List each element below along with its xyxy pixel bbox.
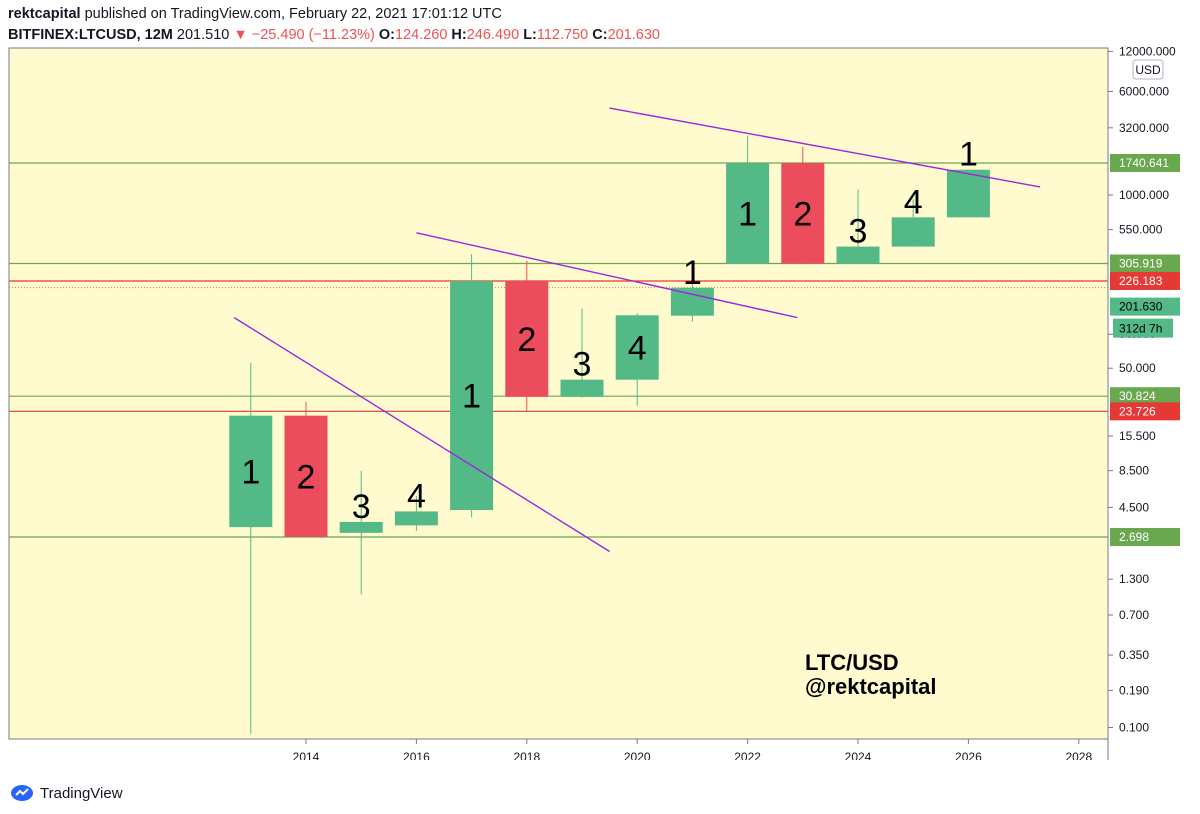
candle-body-7[interactable] (615, 315, 659, 380)
candle-body-1[interactable] (284, 415, 328, 537)
timeaxis-background (9, 739, 1108, 760)
candle-body-9[interactable] (726, 163, 770, 264)
open-value: 124.260 (394, 27, 448, 43)
footer-brand[interactable]: TradingView (40, 784, 123, 802)
last-price: 201.510 (176, 27, 230, 43)
currency-badge[interactable]: USD (1132, 59, 1164, 80)
y-tick-label-6: 50.000 (1119, 361, 1156, 375)
symbol-label: BITFINEX:LTCUSD, 12M (8, 27, 173, 43)
level-badge-label-3: 30.824 (1119, 389, 1156, 403)
level-badge-3[interactable] (1110, 387, 1180, 406)
plot-background (9, 48, 1108, 739)
author-name[interactable]: rektcapital (8, 6, 81, 22)
y-tick-label-4: 550.000 (1119, 223, 1163, 237)
candle-body-4[interactable] (450, 281, 494, 511)
trendline-2[interactable] (609, 107, 1041, 188)
y-tick-label-0: 12000.000 (1119, 44, 1176, 58)
y-tick-label-8: 8.500 (1119, 464, 1149, 478)
y-tick-label-10: 1.300 (1119, 572, 1149, 586)
candle-body-11[interactable] (836, 246, 880, 264)
price-change: −25.490 (−11.23%) (251, 27, 375, 43)
close-label: C: (592, 27, 608, 43)
y-tick-label-12: 0.350 (1119, 648, 1149, 662)
footer: TradingView (10, 784, 123, 802)
candle-count-label-5: 2 (517, 321, 536, 359)
x-tick-label-7: 2028 (1065, 750, 1092, 760)
candle-count-label-11: 3 (849, 213, 868, 251)
watermark-pair: LTC/USD (805, 650, 899, 675)
y-tick-label-14: 0.100 (1119, 720, 1149, 734)
y-tick-label-2: 3200.000 (1119, 121, 1169, 135)
x-tick-label-6: 2026 (955, 750, 982, 760)
candle-body-10[interactable] (781, 163, 825, 264)
y-tick-label-3: 1000.000 (1119, 188, 1169, 202)
x-tick-label-1: 2016 (403, 750, 430, 760)
high-value: 246.490 (466, 27, 520, 43)
down-arrow-icon: ▼ (233, 27, 248, 43)
published-text: published on TradingView.com, February 2… (84, 6, 502, 22)
countdown-badge (1113, 318, 1173, 338)
level-badge-0[interactable] (1110, 154, 1180, 172)
candle-body-6[interactable] (560, 379, 604, 397)
level-badge-label-5: 2.698 (1119, 530, 1149, 544)
y-tick-label-13: 0.190 (1119, 683, 1149, 697)
candle-count-label-7: 4 (628, 329, 647, 367)
trendline-1[interactable] (416, 232, 798, 319)
watermark-handle: @rektcapital (805, 674, 937, 699)
candle-count-label-4: 1 (462, 378, 481, 416)
level-badge-label-4: 23.726 (1119, 404, 1156, 418)
close-value: 201.630 (607, 27, 660, 43)
level-badge-4[interactable] (1110, 402, 1180, 421)
candle-count-label-2: 3 (352, 488, 371, 526)
candle-body-13[interactable] (946, 169, 990, 218)
ohlc-line: BITFINEX:LTCUSD, 12M 201.510 ▼ −25.490 (… (8, 27, 660, 43)
level-badge-2[interactable] (1110, 271, 1180, 290)
y-tick-label-1: 6000.000 (1119, 84, 1169, 98)
level-badge-label-2: 226.183 (1119, 274, 1163, 288)
open-label: O: (378, 27, 395, 43)
publish-line: rektcapital published on TradingView.com… (8, 6, 502, 22)
level-badge-label-0: 1740.641 (1119, 156, 1169, 170)
candle-count-label-10: 2 (793, 195, 812, 233)
x-tick-label-4: 2022 (734, 750, 761, 760)
candle-count-label-1: 2 (297, 458, 316, 496)
candle-body-5[interactable] (505, 281, 549, 397)
current-price-label: 201.630 (1119, 300, 1163, 314)
x-tick-label-0: 2014 (293, 750, 320, 760)
high-label: H: (451, 27, 467, 43)
candle-body-8[interactable] (670, 287, 714, 316)
level-badge-5[interactable] (1110, 528, 1180, 546)
candle-body-12[interactable] (891, 217, 935, 247)
candle-count-label-0: 1 (241, 453, 260, 491)
candle-count-label-12: 4 (904, 183, 923, 221)
currency-label: USD (1135, 63, 1161, 77)
y-tick-label-9: 4.500 (1119, 500, 1149, 514)
x-tick-label-5: 2024 (845, 750, 872, 760)
candle-count-label-6: 3 (573, 346, 592, 384)
candle-count-label-9: 1 (738, 195, 757, 233)
candle-count-label-13: 1 (959, 136, 978, 174)
low-value: 112.750 (536, 27, 589, 43)
low-label: L: (523, 27, 537, 43)
candle-body-0[interactable] (229, 415, 273, 528)
x-tick-label-3: 2020 (624, 750, 651, 760)
x-tick-label-2: 2018 (513, 750, 540, 760)
candle-body-3[interactable] (394, 511, 438, 526)
level-badge-label-1: 305.919 (1119, 257, 1163, 271)
candle-count-label-3: 4 (407, 477, 426, 515)
trendline-0[interactable] (233, 317, 610, 553)
candle-count-label-8: 1 (683, 254, 702, 292)
countdown-label: 312d 7h (1119, 322, 1162, 336)
y-tick-label-11: 0.700 (1119, 608, 1149, 622)
y-tick-label-7: 15.500 (1119, 429, 1156, 443)
current-price-badge[interactable] (1110, 297, 1180, 316)
tradingview-logo-icon[interactable] (10, 784, 34, 802)
candle-body-2[interactable] (339, 521, 383, 533)
level-badge-1[interactable] (1110, 254, 1180, 273)
